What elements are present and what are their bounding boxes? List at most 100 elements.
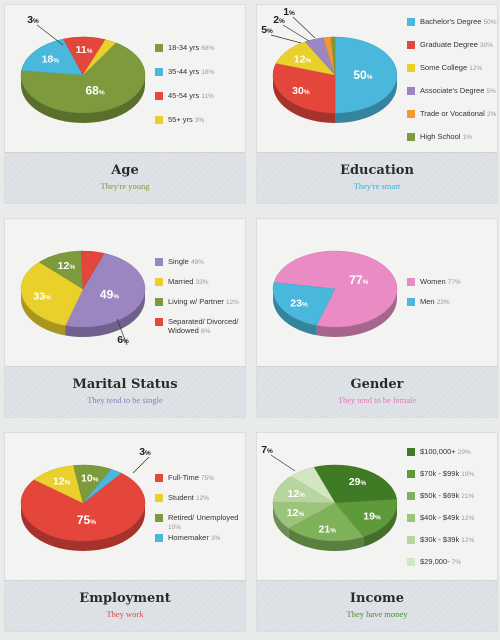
legend-item: $29,000- 7% xyxy=(407,557,500,567)
legend-item: Bachelor's Degree 50% xyxy=(407,17,500,27)
legend-category: $50k - $69k xyxy=(420,491,462,500)
legend-category: High School xyxy=(420,132,463,141)
chart-caption: Gender They tend to be female xyxy=(257,366,497,417)
chart-panel-gender: 77% 23% Women 77% Men 23% Gender They tend to… xyxy=(256,218,498,418)
pie-wall-50k-69k xyxy=(288,528,364,551)
legend-label: Married 33% xyxy=(168,277,248,287)
legend-category: $30k - $39k xyxy=(420,535,462,544)
slice-value-label: 50% xyxy=(353,68,372,82)
legend-value: 18% xyxy=(201,69,215,76)
legend-item: Graduate Degree 30% xyxy=(407,40,500,50)
slice-value-label: 3% xyxy=(27,14,39,26)
pie-slice-18-34-yrs xyxy=(20,42,146,114)
legend-value: 10% xyxy=(168,524,182,531)
legend-category: 45-54 yrs xyxy=(168,91,202,100)
chart-subtitle: They tend to be single xyxy=(87,395,163,405)
pie-slice-men xyxy=(272,282,336,326)
legend-item: $40k - $49k 12% xyxy=(407,513,500,523)
label-leader-line xyxy=(270,34,302,44)
label-leader-line xyxy=(270,454,296,472)
pie-slice-70k-99k xyxy=(334,499,398,538)
chart-title: Income xyxy=(349,591,405,606)
legend-category: Student xyxy=(168,493,196,502)
legend-swatch xyxy=(155,494,163,502)
pie-slice-100-000 xyxy=(313,464,397,504)
slice-value-label: 19% xyxy=(363,510,381,522)
chart-subtitle: They have money xyxy=(346,609,408,619)
legend-category: Graduate Degree xyxy=(420,40,481,49)
chart-caption: Income They have money xyxy=(257,580,497,631)
legend-value: 29% xyxy=(457,449,471,456)
legend-item: Retired/ Unemployed 10% xyxy=(155,513,248,532)
chart-panel-employment: 75% 12% 10% 3% Full-Time 75% Student 12% Retir… xyxy=(4,432,246,632)
pie-chart-marital-status: 49% 33% 12% 6% xyxy=(20,250,146,346)
legend-category: Married xyxy=(168,277,196,286)
legend-label: Some College 12% xyxy=(420,63,500,73)
legend-label: Student 12% xyxy=(168,493,248,503)
legend-value: 2% xyxy=(486,111,497,118)
legend-swatch xyxy=(155,92,163,100)
legend-value: 1% xyxy=(462,134,472,141)
pie-chart-education: 50% 30% 12% 5%2%1% xyxy=(261,6,398,123)
chart-panel-education: 50% 30% 12% 5% 2% 1% Bachelor's Degree 50% Grad… xyxy=(256,4,498,204)
legend-label: 55+ yrs 3% xyxy=(168,115,248,125)
pie-slice-graduate-degree xyxy=(272,62,336,114)
legend-value: 30% xyxy=(480,42,494,49)
slice-value-label: 10% xyxy=(81,472,99,484)
pie-wall-bachelor-s-degree xyxy=(335,75,397,123)
chart-title: Gender xyxy=(350,377,404,392)
pie-slice-50k-69k xyxy=(288,502,364,542)
pie-slice-single xyxy=(65,253,146,328)
slice-value-label: 2% xyxy=(273,14,285,26)
chart-caption: Marital Status They tend to be single xyxy=(5,366,245,417)
legend-swatch xyxy=(407,492,415,500)
pie-chart-gender: 77% 23% xyxy=(272,250,398,337)
legend-value: 12% xyxy=(469,65,483,72)
legend-swatch xyxy=(407,18,415,26)
legend-item: Homemaker 3% xyxy=(155,533,248,543)
slice-value-label: 12% xyxy=(58,260,76,272)
pie-chart-age: 68% 18% 11% 3% xyxy=(20,14,146,123)
legend-item: 55+ yrs 3% xyxy=(155,115,248,125)
legend-swatch xyxy=(155,534,163,542)
legend-swatch xyxy=(407,110,415,118)
legend-swatch xyxy=(407,448,415,456)
legend-item: 35-44 yrs 18% xyxy=(155,67,248,77)
legend-value: 6% xyxy=(200,328,211,335)
pie-wall-40k-49k xyxy=(273,503,289,539)
chart-panel-income: 29% 19% 21% 12% 12% 7% $100,000+ 29% $70k - $99… xyxy=(256,432,498,632)
label-leader-line xyxy=(132,456,150,474)
legend-label: Women 77% xyxy=(420,277,500,287)
slice-value-label: 29% xyxy=(349,476,367,488)
legend-value: 5% xyxy=(486,88,496,95)
legend-swatch xyxy=(407,514,415,522)
legend-label: Homemaker 3% xyxy=(168,533,248,543)
legend-swatch xyxy=(407,278,415,286)
slice-value-label: 49% xyxy=(100,287,119,301)
legend-label: Retired/ Unemployed 10% xyxy=(168,513,248,532)
legend-label: $50k - $69k 21% xyxy=(420,491,500,501)
legend-item: Full-Time 75% xyxy=(155,473,248,483)
pie-chart-employment: 75% 12% 10% 3% xyxy=(20,446,151,551)
legend-item: High School 1% xyxy=(407,132,500,142)
legend-value: 12% xyxy=(461,537,475,544)
chart-panel-marital-status: 49% 33% 12% 6% Single 49% Married 33% Living w… xyxy=(4,218,246,418)
legend-swatch xyxy=(155,44,163,52)
legend-label: $30k - $39k 12% xyxy=(420,535,500,545)
pie-wall-graduate-degree xyxy=(273,75,335,123)
legend-label: 18-34 yrs 68% xyxy=(168,43,248,53)
slice-value-label: 11% xyxy=(76,44,93,56)
legend-value: 21% xyxy=(461,493,475,500)
legend-label: Full-Time 75% xyxy=(168,473,248,483)
pie-slice-high-school xyxy=(330,36,336,76)
legend-item: Some College 12% xyxy=(407,63,500,73)
legend-label: Men 23% xyxy=(420,297,500,307)
slice-value-label: 21% xyxy=(319,523,337,535)
legend-label: $40k - $49k 12% xyxy=(420,513,500,523)
legend-value: 49% xyxy=(190,259,204,266)
label-leader-line xyxy=(292,16,316,39)
legend-category: Associate's Degree xyxy=(420,86,487,95)
legend-category: Single xyxy=(168,257,191,266)
legend-value: 23% xyxy=(436,299,450,306)
slice-value-label: 1% xyxy=(283,6,295,18)
